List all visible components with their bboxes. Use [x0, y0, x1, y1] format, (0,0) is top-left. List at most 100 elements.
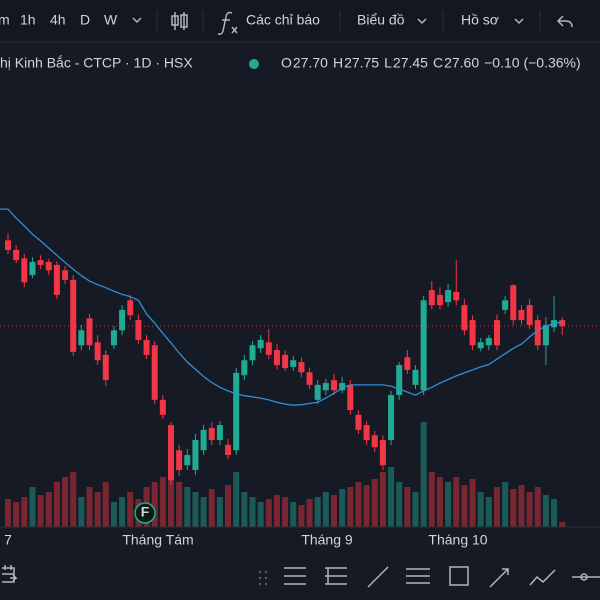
volume-bar — [502, 482, 509, 527]
dividend-marker[interactable] — [134, 502, 156, 524]
parallel-tool[interactable] — [406, 568, 430, 584]
profile-button[interactable]: Hồ sơ — [461, 12, 499, 28]
volume-bar — [510, 489, 517, 527]
trendline-tool[interactable] — [367, 566, 389, 588]
volume-bar — [371, 479, 378, 527]
candle-body — [412, 369, 419, 385]
pattern-tool[interactable] — [529, 569, 556, 586]
candle-body — [265, 342, 272, 355]
volume-bar — [363, 485, 370, 527]
indicators-button[interactable]: Các chỉ báo — [246, 12, 320, 28]
candle-body — [53, 264, 60, 295]
candle-body — [306, 372, 313, 385]
candle-body — [5, 240, 11, 250]
candle-body — [273, 350, 280, 366]
undo-button[interactable] — [556, 15, 573, 28]
volume-bar — [551, 499, 558, 527]
candle-body — [62, 270, 69, 280]
ohlc-value: 27.70 — [293, 55, 328, 71]
candle-body — [200, 429, 207, 451]
candle-body — [37, 260, 44, 265]
volume-bar — [461, 485, 468, 527]
drawing-toolbar — [2, 565, 600, 588]
candle-body — [445, 290, 452, 303]
candle-body — [13, 249, 20, 261]
candle-body — [257, 339, 264, 349]
volume-bar — [322, 492, 329, 527]
volume-bar — [257, 502, 264, 527]
pitchfork-tool[interactable] — [325, 567, 347, 585]
candle-body — [151, 345, 158, 400]
candle-body — [86, 318, 93, 346]
candle-type-icon[interactable] — [171, 12, 188, 30]
candle-body — [45, 261, 52, 271]
icon-stroke — [180, 14, 188, 28]
candle-body — [322, 383, 329, 391]
market-status — [249, 59, 259, 69]
volume-bar — [306, 499, 313, 527]
volume-bar — [45, 492, 52, 527]
arrow-tool[interactable] — [489, 568, 509, 588]
grip-dot — [258, 582, 262, 586]
volume-bar — [526, 492, 533, 527]
volume-bar — [78, 497, 85, 527]
go-to-date[interactable] — [2, 565, 18, 583]
candle-body — [542, 324, 549, 346]
horizontal-line-tool-dot — [580, 573, 588, 581]
candle-body — [78, 330, 85, 346]
symbol-title: hị Kinh Bắc - CTCP · 1D · HSX — [0, 55, 193, 71]
volume-bar — [119, 497, 126, 527]
volume-bar — [331, 495, 337, 527]
interval-button[interactable]: 1h — [20, 12, 36, 28]
x-tick-label: Tháng 9 — [301, 532, 353, 548]
volume-bar — [355, 482, 362, 527]
volume-bar — [404, 487, 411, 527]
candle-body — [404, 357, 411, 370]
plot-area: F — [0, 208, 600, 527]
interval-button[interactable]: 4h — [50, 12, 66, 28]
volume-bar — [494, 487, 500, 527]
interval-button[interactable]: D — [80, 12, 90, 28]
x-tick-label: Tháng 10 — [428, 532, 487, 548]
volume-bar — [518, 485, 525, 527]
candle-body — [282, 354, 289, 369]
candle-body — [494, 320, 500, 346]
candle-body — [314, 384, 321, 400]
candle-body — [363, 425, 370, 441]
volume-bar — [70, 472, 77, 527]
interval-button[interactable]: W — [104, 12, 118, 28]
rectangle-tool[interactable] — [449, 566, 469, 586]
volume-bar — [176, 482, 183, 527]
candle-body — [110, 330, 117, 346]
fib-tool[interactable] — [284, 567, 306, 585]
volume-bar — [241, 492, 248, 527]
candle-body — [225, 444, 232, 456]
x-axis: 7 Tháng Tám Tháng 9 Tháng 10 — [4, 532, 488, 548]
volume-bar — [477, 492, 484, 527]
x-tick-label: Tháng Tám — [122, 532, 193, 548]
fx-icon[interactable] — [217, 11, 238, 35]
top-toolbar — [0, 0, 600, 42]
volume-bar — [249, 497, 256, 527]
volume-bar — [159, 477, 166, 527]
volume-bar — [469, 479, 476, 527]
candle-body — [184, 455, 191, 466]
candle-body — [518, 309, 525, 321]
volume-bar — [428, 472, 435, 527]
candle-body — [102, 354, 109, 381]
chart-type-button[interactable]: Biểu đồ — [357, 12, 405, 28]
grip-dot — [258, 570, 262, 574]
candle-body — [510, 285, 517, 321]
interval-chevron[interactable] — [132, 17, 142, 24]
volume-bar — [29, 487, 36, 527]
volume-bar — [86, 487, 93, 527]
interval-button[interactable]: m — [0, 12, 10, 28]
chevron — [417, 18, 427, 25]
volume-bar — [53, 482, 60, 527]
candle-body — [371, 435, 378, 448]
candle-body — [233, 372, 240, 451]
volume-bar — [485, 497, 492, 527]
candle-body — [241, 360, 248, 376]
candle-body — [347, 384, 354, 411]
volume-bar — [110, 502, 117, 527]
